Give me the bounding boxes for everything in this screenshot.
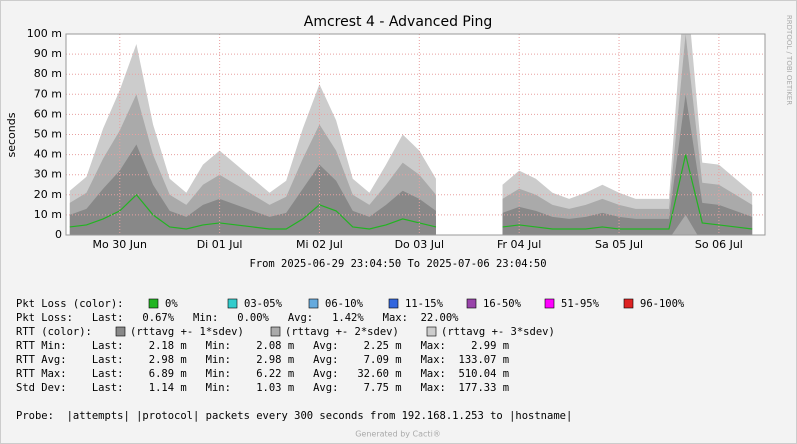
legend-swatch	[115, 326, 126, 337]
y-tick-label: 40 m	[34, 148, 62, 161]
probe: Probe: |attempts| |protocol| packets eve…	[16, 410, 572, 422]
generated-by: Generated by Cacti®	[355, 430, 441, 439]
y-tick-label: 60 m	[34, 107, 62, 120]
y-tick-label: 0	[55, 228, 62, 241]
y-tick-label: 20 m	[34, 188, 62, 201]
legend-swatch	[426, 326, 437, 337]
loss-legend-label: Pkt Loss (color):	[16, 298, 123, 310]
legend-label: 06-10%	[325, 298, 364, 310]
chart-title: Amcrest 4 - Advanced Ping	[304, 14, 492, 30]
legend-swatch	[148, 298, 159, 309]
stats-line: RTT Max: Last: 6.89 m Min: 6.22 m Avg: 3…	[16, 368, 509, 380]
legend-label: (rttavg +- 2*sdev)	[285, 326, 399, 338]
y-tick-label: 30 m	[34, 168, 62, 181]
x-tick-label: Di 01 Jul	[197, 238, 243, 251]
y-tick-label: 90 m	[34, 47, 62, 60]
legend-swatch	[466, 298, 477, 309]
x-tick-label: Fr 04 Jul	[497, 238, 541, 251]
legend-swatch	[544, 298, 555, 309]
legend-label: (rttavg +- 3*sdev)	[441, 326, 555, 338]
y-tick-label: 10 m	[34, 208, 62, 221]
legend-swatch	[227, 298, 238, 309]
stats-line: RTT Avg: Last: 2.98 m Min: 2.98 m Avg: 7…	[16, 354, 509, 366]
legend-swatch	[270, 326, 281, 337]
y-tick-label: 50 m	[34, 128, 62, 141]
x-tick-label: Mi 02 Jul	[296, 238, 343, 251]
time-range: From 2025-06-29 23:04:50 To 2025-07-06 2…	[249, 258, 546, 270]
legend-label: 16-50%	[483, 298, 522, 310]
legend-label: 0%	[165, 298, 178, 310]
legend-label: 03-05%	[244, 298, 283, 310]
stats-line: RTT Min: Last: 2.18 m Min: 2.08 m Avg: 2…	[16, 340, 509, 352]
y-axis-label: seconds	[5, 112, 18, 157]
x-tick-label: So 06 Jul	[695, 238, 743, 251]
stats-line: Std Dev: Last: 1.14 m Min: 1.03 m Avg: 7…	[16, 382, 509, 394]
legend-label: 96-100%	[640, 298, 685, 310]
plot-border	[65, 33, 766, 236]
legend-label: (rttavg +- 1*sdev)	[130, 326, 244, 338]
x-tick-label: Do 03 Jul	[395, 238, 444, 251]
y-tick-label: 70 m	[34, 87, 62, 100]
x-tick-label: Sa 05 Jul	[595, 238, 643, 251]
sdev-band	[69, 34, 753, 235]
stats-line: Pkt Loss: Last: 0.67% Min: 0.00% Avg: 1.…	[16, 312, 459, 324]
y-tick-label: 80 m	[34, 67, 62, 80]
legend-label: 11-15%	[405, 298, 444, 310]
legend-label: 51-95%	[561, 298, 600, 310]
rtt-legend-label: RTT (color):	[16, 326, 92, 338]
rtt-line	[69, 154, 753, 230]
y-tick-label: 100 m	[27, 27, 62, 40]
sdev-band	[69, 94, 753, 235]
legend-swatch	[388, 298, 399, 309]
watermark: RRDTOOL / TOBI OETIKER	[785, 15, 793, 105]
x-tick-label: Mo 30 Jun	[93, 238, 147, 251]
legend-swatch	[308, 298, 319, 309]
legend-swatch	[623, 298, 634, 309]
